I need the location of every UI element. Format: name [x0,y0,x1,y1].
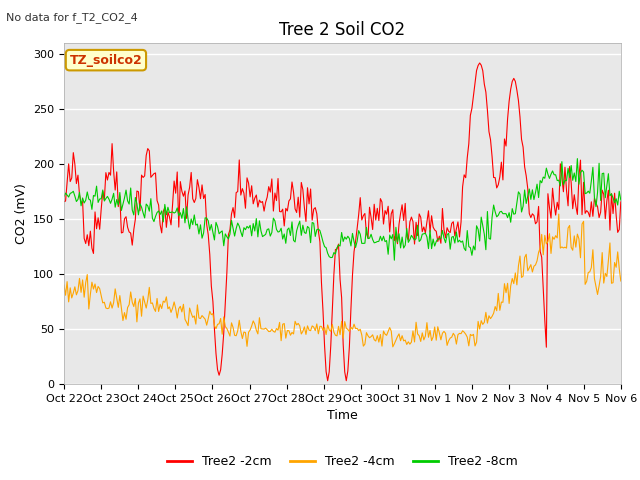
Text: TZ_soilco2: TZ_soilco2 [70,54,142,67]
Y-axis label: CO2 (mV): CO2 (mV) [15,183,28,244]
Legend: Tree2 -2cm, Tree2 -4cm, Tree2 -8cm: Tree2 -2cm, Tree2 -4cm, Tree2 -8cm [162,450,523,473]
Text: No data for f_T2_CO2_4: No data for f_T2_CO2_4 [6,12,138,23]
Title: Tree 2 Soil CO2: Tree 2 Soil CO2 [279,21,406,39]
X-axis label: Time: Time [327,409,358,422]
